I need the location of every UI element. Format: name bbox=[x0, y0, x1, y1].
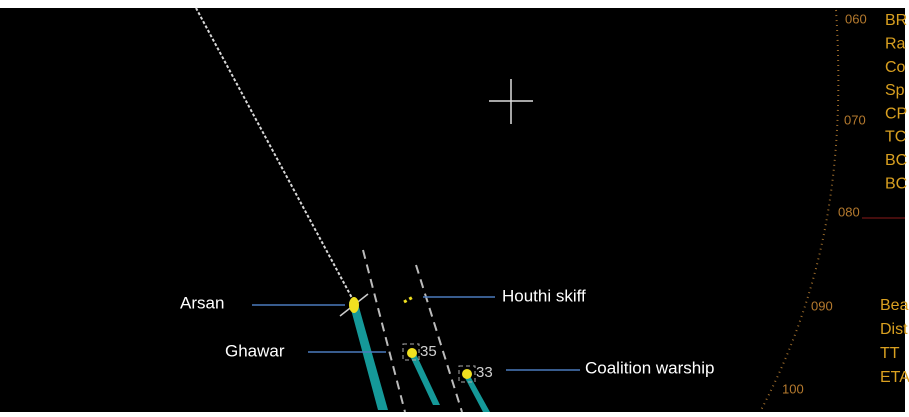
track-number: 33 bbox=[476, 364, 493, 381]
panel-label: BR bbox=[885, 12, 907, 29]
panel-label: BC bbox=[885, 152, 907, 169]
panel-label: Bea bbox=[880, 297, 909, 314]
panel-label: Sp bbox=[885, 82, 905, 99]
track-number: 35 bbox=[420, 343, 437, 360]
bearing-label: 100 bbox=[782, 381, 804, 396]
annotation-label: Coalition warship bbox=[585, 358, 714, 377]
panel-label: BC bbox=[885, 175, 907, 192]
radar-background bbox=[0, 8, 905, 412]
panel-label: Ra bbox=[885, 36, 906, 53]
radar-screen: Arsan Ghawar Houthi skiff Coalition warship… bbox=[0, 0, 909, 417]
panel-label: CP bbox=[885, 105, 907, 122]
panel-label: ETA bbox=[880, 369, 909, 386]
contact-arsan bbox=[349, 297, 359, 313]
panel-label: TT bbox=[880, 345, 900, 362]
contact-ghawar bbox=[407, 348, 417, 358]
panel-label: TC bbox=[885, 129, 906, 146]
contact-warship bbox=[462, 369, 472, 379]
annotation-label: Ghawar bbox=[225, 341, 285, 360]
bearing-label: 070 bbox=[844, 112, 866, 127]
bearing-label: 090 bbox=[811, 298, 833, 313]
annotation-label: Arsan bbox=[180, 293, 224, 312]
bearing-label: 060 bbox=[845, 11, 867, 26]
panel-label: Co bbox=[885, 59, 906, 76]
bearing-label: 080 bbox=[838, 204, 860, 219]
annotation-label: Houthi skiff bbox=[502, 286, 586, 305]
panel-label: Dist bbox=[880, 321, 908, 338]
page: {"annotations": [{"label": "Arsan"}, {"l… bbox=[0, 0, 909, 417]
